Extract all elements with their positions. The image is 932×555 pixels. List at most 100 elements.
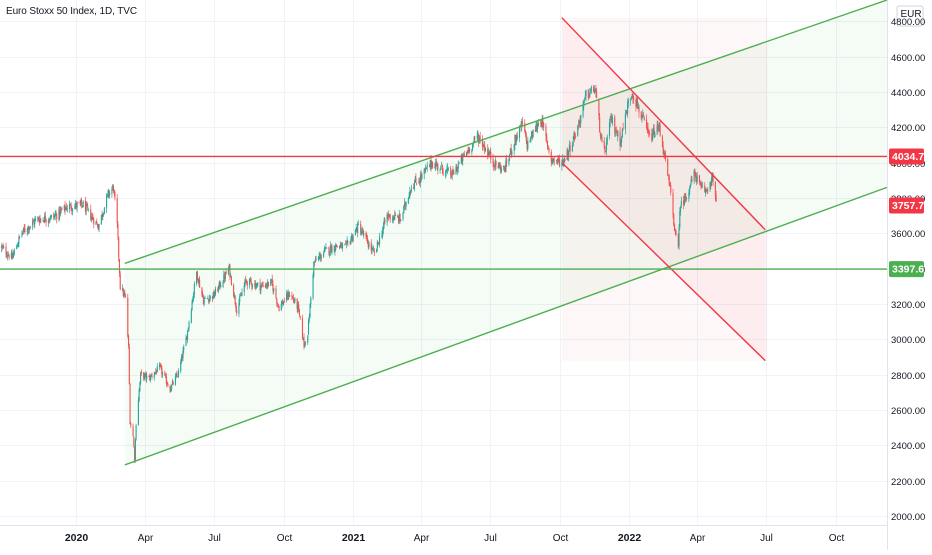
candle-body — [160, 366, 162, 368]
candle-body — [144, 373, 146, 375]
candle-body — [308, 317, 310, 321]
candle-body — [334, 249, 336, 252]
candle-body — [588, 96, 590, 98]
candle-body — [562, 159, 564, 163]
candle-body — [13, 253, 15, 257]
candle-body — [265, 285, 267, 287]
candle-body — [245, 280, 248, 283]
candle-body — [351, 235, 353, 240]
candle-body — [542, 120, 544, 124]
candle-body — [705, 189, 707, 191]
y-tick-label: 2000.00 — [891, 512, 925, 523]
candle-body — [405, 202, 407, 207]
candle-body — [329, 251, 331, 255]
candle-body — [121, 288, 124, 290]
candle-body — [86, 204, 88, 206]
candle-body — [246, 281, 248, 286]
candle-body — [600, 137, 602, 139]
candle-body — [631, 95, 633, 97]
candle-body — [69, 203, 71, 206]
descending-channel-upper — [561, 17, 766, 231]
candle-body — [177, 370, 180, 377]
candle-body — [360, 232, 363, 235]
candle-body — [637, 107, 639, 109]
candle-body — [373, 249, 375, 251]
candle-body — [453, 170, 455, 175]
candle-body — [473, 136, 475, 142]
candle-body — [580, 115, 582, 124]
candle-body — [211, 296, 214, 299]
candle-body — [93, 219, 95, 225]
candle-body — [293, 300, 295, 303]
candle-body — [647, 128, 649, 132]
candle-body — [361, 230, 363, 232]
candle-body — [254, 283, 256, 287]
candle-body — [506, 159, 508, 164]
candle-body — [561, 162, 563, 166]
candle-body — [257, 282, 259, 284]
candle-body — [18, 236, 20, 244]
candle-body — [519, 124, 521, 126]
candle-body — [568, 150, 570, 157]
candle-body — [446, 169, 448, 171]
candle-body — [47, 220, 49, 223]
candle-body — [370, 242, 372, 251]
candle-body — [407, 198, 409, 204]
candle-body — [340, 243, 342, 245]
candle-body — [430, 159, 432, 167]
x-tick-label: 2022 — [618, 532, 642, 544]
candle-body — [698, 175, 701, 183]
candle-body — [53, 215, 55, 218]
candle-body — [103, 213, 105, 215]
candle-body — [357, 224, 359, 225]
candle-body — [330, 244, 332, 253]
candle-body — [91, 216, 93, 217]
candle-body — [490, 151, 492, 160]
candle-body — [8, 255, 10, 259]
price-label-last-price — [889, 197, 924, 214]
candle-body — [315, 259, 317, 261]
x-tick-label: Oct — [277, 533, 293, 544]
candle-body — [605, 142, 608, 152]
candle-body — [683, 195, 685, 206]
candle-body — [555, 160, 558, 161]
candle-body — [658, 123, 660, 131]
y-tick-label: 3200.00 — [891, 300, 925, 311]
currency-label: EUR — [900, 9, 921, 20]
candle-body — [379, 236, 381, 244]
candle-body — [280, 303, 282, 311]
candle-body — [503, 166, 505, 171]
candle-body — [474, 137, 476, 139]
candle-body — [684, 196, 686, 199]
candle-body — [304, 341, 306, 348]
candle-body — [418, 181, 420, 184]
candle-body — [287, 292, 289, 299]
candle-body — [329, 245, 332, 253]
candle-body — [532, 129, 534, 138]
candle-body — [397, 216, 400, 222]
candle-body — [5, 246, 7, 255]
candle-body — [503, 165, 505, 168]
candle-body — [183, 346, 185, 351]
candle-body — [437, 164, 439, 170]
candle-body — [61, 209, 63, 211]
y-tick-label: 2800.00 — [891, 371, 925, 382]
candle-body — [642, 114, 644, 117]
price-label-text: 3397.65 — [892, 264, 930, 276]
candle-body — [413, 182, 415, 190]
candle-body — [397, 215, 399, 218]
candle-body — [579, 120, 581, 123]
candle-body — [261, 284, 263, 285]
candle-body — [159, 364, 161, 367]
candle-body — [217, 285, 220, 291]
candle-body — [458, 163, 460, 165]
candle-body — [413, 187, 415, 189]
drawing-tools[interactable] — [0, 0, 888, 466]
candle-body — [593, 86, 595, 93]
candle-body — [109, 192, 111, 196]
candle-body — [521, 121, 524, 124]
candle-body — [451, 170, 453, 177]
candle-body — [381, 235, 383, 237]
